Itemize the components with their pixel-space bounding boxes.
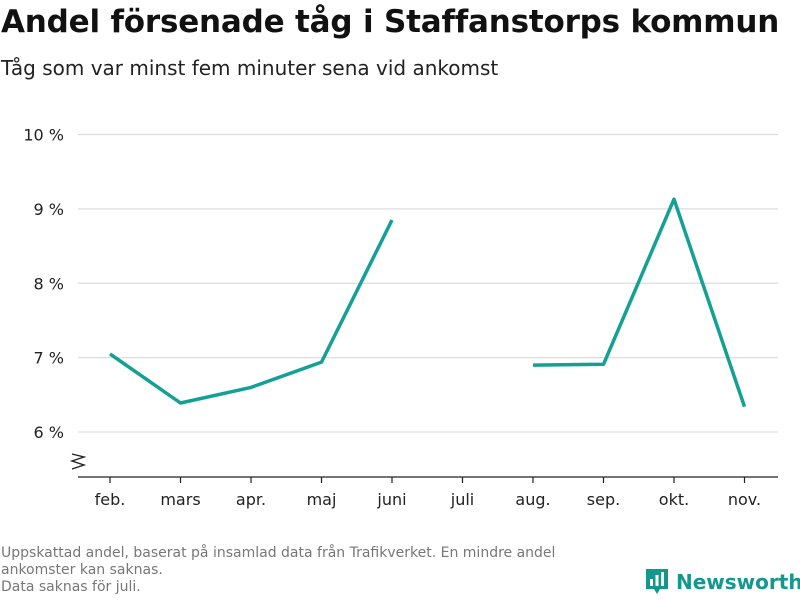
x-tick-label: aug. <box>515 490 550 509</box>
series-lines <box>108 197 747 408</box>
y-tick-label: 8 % <box>34 274 64 293</box>
brand-logo: Newsworthy <box>644 567 800 597</box>
y-tick-label: 6 % <box>34 423 64 442</box>
chart-subtitle: Tåg som var minst fem minuter sena vid a… <box>1 56 499 80</box>
gridlines <box>78 133 778 433</box>
y-tick-label: 7 % <box>34 349 64 368</box>
x-tick-label: feb. <box>95 490 126 509</box>
x-tick-label: juni <box>376 490 406 509</box>
axis-break-zigzag <box>69 453 87 470</box>
x-tick-label: maj <box>307 490 337 509</box>
x-axis-labels: feb. mars apr. maj juni juli aug. sep. okt. nov. <box>95 490 761 509</box>
bar-chart-logo-icon <box>646 569 668 594</box>
chart-title: Andel försenade tåg i Staffanstorps komm… <box>1 4 780 40</box>
x-tick-label: sep. <box>587 490 620 509</box>
x-tick-label: okt. <box>659 490 689 509</box>
x-tick-label: juli <box>450 490 474 509</box>
series-line <box>108 219 394 405</box>
axis-break-icon <box>69 453 87 470</box>
x-tick-label: nov. <box>728 490 761 509</box>
brand-name: Newsworthy <box>676 570 800 594</box>
x-tick-label: apr. <box>236 490 266 509</box>
y-tick-label: 9 % <box>34 200 64 219</box>
footnote-line: ankomster kan saknas. <box>1 562 163 578</box>
line-chart: 6 % 7 % 8 % 9 % 10 % feb. mars apr. maj juni juli… <box>23 126 778 509</box>
y-tick-label: 10 % <box>23 126 64 145</box>
footnote: Uppskattad andel, baserat på insamlad da… <box>1 545 641 596</box>
y-axis-labels: 6 % 7 % 8 % 9 % 10 % <box>23 126 64 443</box>
x-axis <box>78 476 778 483</box>
footnote-line: Data saknas för juli. <box>1 579 141 595</box>
series-line <box>532 197 747 408</box>
footnote-line: Uppskattad andel, baserat på insamlad da… <box>1 545 556 561</box>
x-tick-label: mars <box>160 490 200 509</box>
